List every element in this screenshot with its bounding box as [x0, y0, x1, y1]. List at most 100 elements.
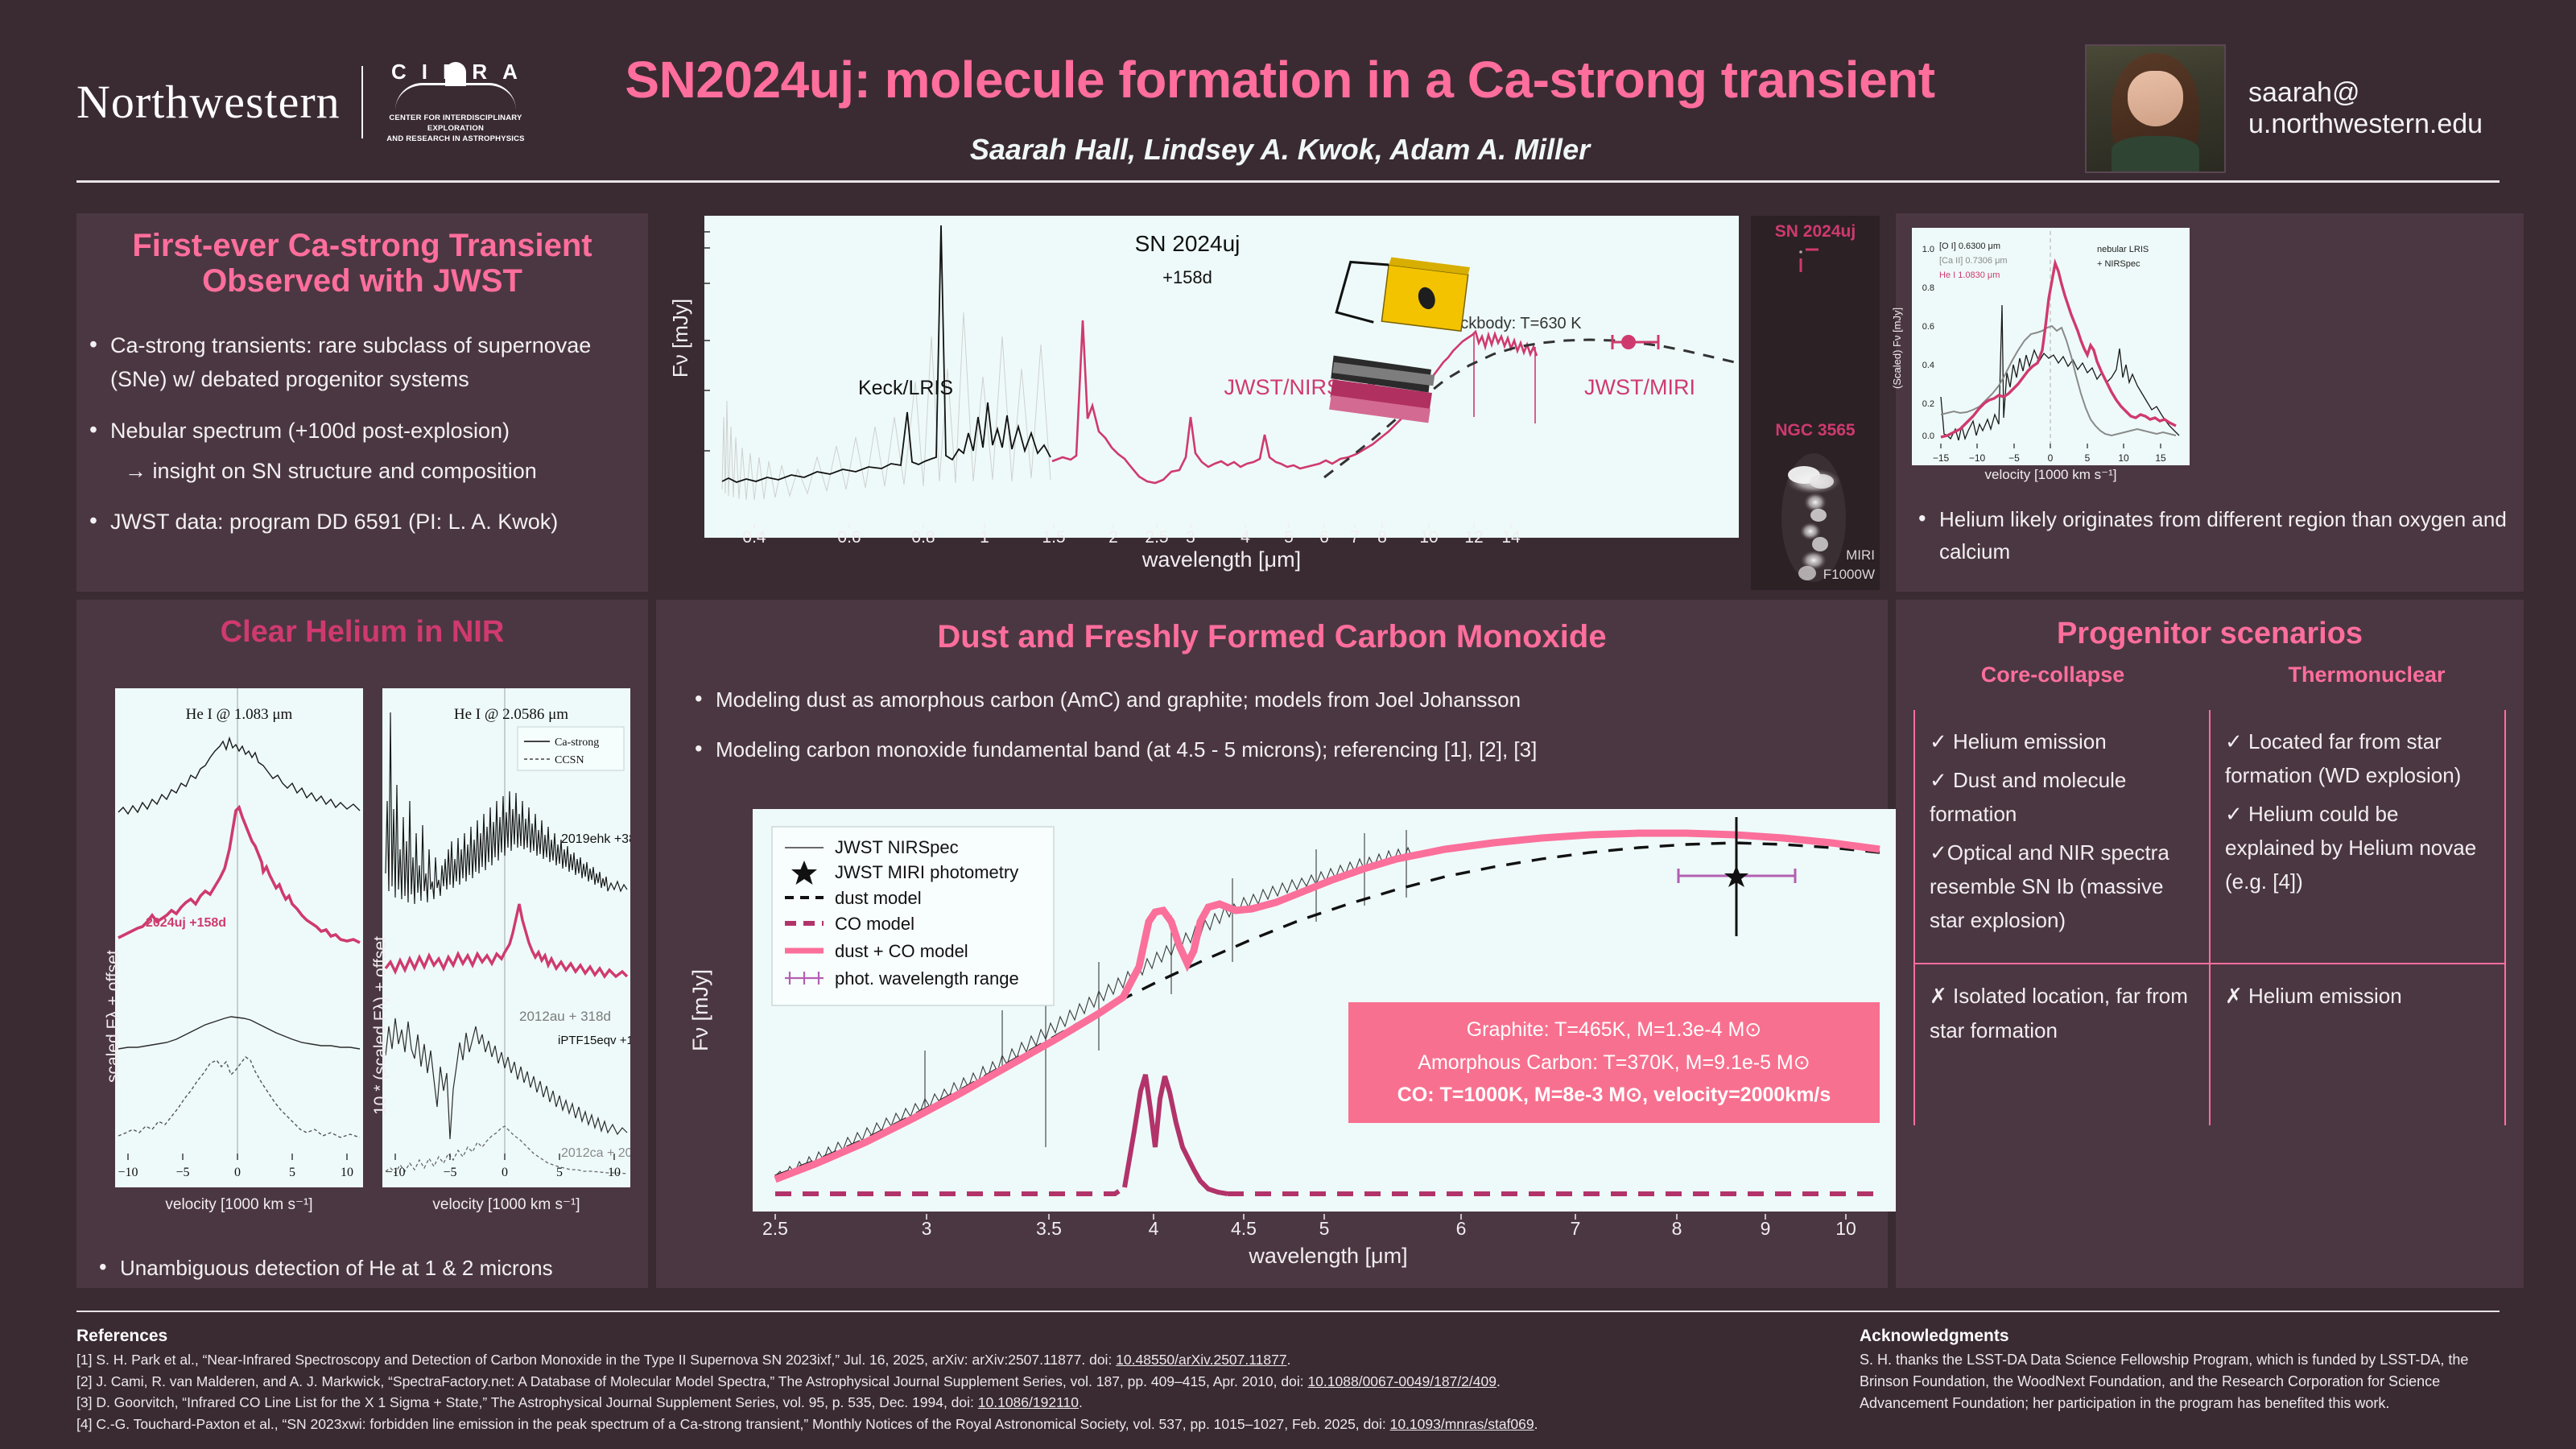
header-divider [76, 180, 2500, 183]
jwst-telescope-illustration [1329, 257, 1471, 423]
annotation-object: SN 2024uj [1135, 231, 1241, 256]
dust-plot-xticks: 2.5 3 3.5 4 4.5 5 6 7 8 9 10 [753, 1214, 1904, 1240]
top-plot-ylabel: Fν [mJy] [668, 298, 692, 378]
list-item: Unambiguous detection of He at 1 & 2 mic… [93, 1250, 640, 1285]
svg-text:−15: −15 [1933, 452, 1950, 464]
svg-text:10: 10 [1419, 528, 1438, 547]
he-1083-plot[interactable]: He I @ 1.083 μm 2024uj +158d −10 −5 0 5 10 [104, 688, 363, 1187]
helium-plot-group: He I @ 1.083 μm 2024uj +158d −10 −5 0 5 10 [104, 688, 654, 1187]
svg-text:6: 6 [1456, 1218, 1467, 1239]
ciera-letter-r: R [472, 60, 490, 85]
svg-text:4: 4 [1241, 528, 1250, 547]
progenitor-table: ✓ Helium emission ✓ Dust and molecule fo… [1913, 709, 2506, 1126]
footer-divider [76, 1311, 2500, 1312]
profile-plot-xlabel: velocity [1000 km s⁻¹] [1984, 467, 2117, 482]
intro-heading: First-ever Ca-strong Transient Observed … [132, 228, 592, 299]
series-oi [1940, 304, 2180, 441]
series-co-model [775, 1185, 1126, 1196]
ciera-letter-a: A [502, 60, 520, 85]
he-1083-title: He I @ 1.083 μm [186, 706, 293, 723]
legend-dust-model: dust model [835, 888, 922, 908]
svg-text:0.2: 0.2 [1922, 399, 1934, 409]
dust-plot-ylabel: Fν [mJy] [688, 969, 712, 1051]
svg-text:2.5: 2.5 [762, 1218, 788, 1239]
helium-footer-bullets: Unambiguous detection of He at 1 & 2 mic… [93, 1250, 640, 1302]
intro-bullet-list: Ca-strong transients: rare subclass of s… [83, 328, 630, 539]
svg-text:9: 9 [1761, 1218, 1771, 1239]
reference-doi[interactable]: 10.1093/mnras/staf069 [1389, 1415, 1534, 1432]
svg-text:−5: −5 [443, 1166, 456, 1179]
reference-doi[interactable]: 10.1088/0067-0049/187/2/409 [1307, 1373, 1496, 1389]
reference-text: [2] J. Cami, R. van Malderen, and A. J. … [76, 1373, 1308, 1389]
logo-divider [361, 66, 363, 138]
model-results-box: Graphite: T=465K, M=1.3e-4 M⊙ Amorphous … [1348, 1002, 1880, 1123]
email-line-2: u.northwestern.edu [2248, 109, 2483, 139]
he-20586-svg: He I @ 2.0586 μm Ca-strong CCSN 2019ehk … [382, 688, 654, 1187]
svg-text:10: 10 [2118, 452, 2129, 464]
he-legend-ccsn: CCSN [555, 754, 584, 766]
svg-text:0.4: 0.4 [1922, 361, 1934, 370]
dust-co-plot[interactable]: 0.0100.0080.006 0.0040.0020.000 [753, 809, 1904, 1212]
list-item: ✓ Dust and molecule formation [1930, 767, 2127, 827]
reference-doi[interactable]: 10.1086/192110 [977, 1394, 1079, 1411]
line-profile-plot[interactable]: 1.0 0.8 0.6 0.4 0.2 0.0 [O I] 0.6300 μm [Ca … [1891, 228, 2190, 465]
legend-phot-range: phot. wavelength range [835, 968, 1019, 989]
svg-text:0.6: 0.6 [1922, 322, 1934, 332]
series-blackbody [1323, 338, 1736, 479]
acknowledgments-block: Acknowledgments S. H. thanks the LSST-DA… [1860, 1327, 2504, 1414]
svg-text:3: 3 [922, 1218, 932, 1239]
svg-text:0: 0 [234, 1166, 241, 1179]
cell-thermonuclear-pros: ✓ Located far from star formation (WD ex… [2209, 709, 2504, 964]
list-item: ✓ Located far from star formation (WD ex… [2225, 729, 2462, 787]
result-co: CO: T=1000K, M=8e-3 M⊙, velocity=2000km/… [1397, 1084, 1831, 1106]
result-amorphous-carbon: Amorphous Carbon: T=370K, M=9.1e-5 M⊙ [1418, 1051, 1810, 1074]
reference-item: [3] D. Goorvitch, “Infrared CO Line List… [76, 1394, 1083, 1411]
dust-heading: Dust and Freshly Formed Carbon Monoxide [937, 619, 1607, 654]
he-trace-label-2012au: 2012au + 318d [519, 1009, 611, 1024]
progenitor-column-headers: Core-collapse Thermonuclear [1896, 663, 2524, 687]
svg-text:8: 8 [1672, 1218, 1682, 1239]
svg-text:0: 0 [2048, 452, 2054, 464]
svg-text:2.5: 2.5 [1145, 528, 1168, 547]
series-hei [1940, 258, 2177, 439]
he-20586-plot[interactable]: He I @ 2.0586 μm Ca-strong CCSN 2019ehk … [371, 688, 654, 1187]
legend-hei: He I 1.0830 μm [1939, 270, 2000, 280]
contact-email[interactable]: saarah@ u.northwestern.edu [2248, 77, 2483, 140]
svg-text:0.8: 0.8 [911, 528, 935, 547]
top-plot-xlabel: wavelength [μm] [1141, 547, 1302, 572]
legend-nirspec: JWST NIRSpec [835, 837, 959, 857]
ciera-letter-c: C [391, 60, 409, 85]
reference-doi[interactable]: 10.48550/arXiv.2507.11877 [1116, 1352, 1287, 1368]
northwestern-ciera-logo: Northwestern C I E R A CENTER FOR INTERD… [76, 60, 527, 143]
acknowledgments-heading: Acknowledgments [1860, 1327, 2009, 1345]
poster-authors: Saarah Hall, Lindsey A. Kwok, Adam A. Mi… [969, 133, 1591, 166]
svg-text:4.5: 4.5 [1231, 1218, 1257, 1239]
miri-galaxy-image[interactable]: SN 2024uj NGC 3565 MIRI F1000W [1751, 216, 1880, 590]
section-progenitor: Progenitor scenarios Core-collapse Therm… [1896, 600, 2524, 1288]
svg-text:1.0: 1.0 [1922, 245, 1934, 254]
dust-bullet-list: Modeling dust as amorphous carbon (AmC) … [688, 682, 1839, 766]
top-sed-plot[interactable]: 0.03 0.02 0.01 0.005 0.001 [704, 216, 1739, 538]
cell-thermonuclear-cons: ✗ Helium emission [2209, 964, 2504, 1126]
cell-core-collapse-cons: ✗ Isolated location, far from star forma… [1915, 964, 2209, 1125]
annotation-keck: Keck/LRIS [858, 377, 953, 399]
svg-text:0: 0 [502, 1166, 508, 1179]
column-header-thermonuclear: Thermonuclear [2288, 662, 2446, 687]
he-trace-label-iptf15eqv: iPTF15eqv +178d [558, 1034, 630, 1047]
he-1083-ylabel: scaled Fλ + offset [104, 950, 122, 1083]
svg-text:−10: −10 [385, 1166, 405, 1179]
list-item: Helium likely originates from different … [1912, 502, 2508, 568]
svg-text:5: 5 [1319, 1218, 1330, 1239]
result-graphite: Graphite: T=465K, M=1.3e-4 M⊙ [1466, 1018, 1762, 1041]
list-item: → insight on SN structure and compositio… [125, 458, 537, 483]
svg-text:−10: −10 [1969, 452, 1986, 464]
list-item: Ca-strong transients: rare subclass of s… [83, 328, 630, 397]
ciera-dome-icon [394, 83, 516, 110]
series-keck-lris [721, 225, 1051, 483]
list-item: ✓ Helium could be explained by Helium no… [2225, 802, 2477, 894]
author-headshot-avatar [2085, 44, 2226, 173]
helium-heading: Clear Helium in NIR [220, 615, 505, 649]
legend-co-model: CO model [835, 914, 914, 934]
list-item: ✓Optical and NIR spectra resemble SN Ib … [1930, 840, 2169, 933]
svg-text:5: 5 [1284, 528, 1294, 547]
